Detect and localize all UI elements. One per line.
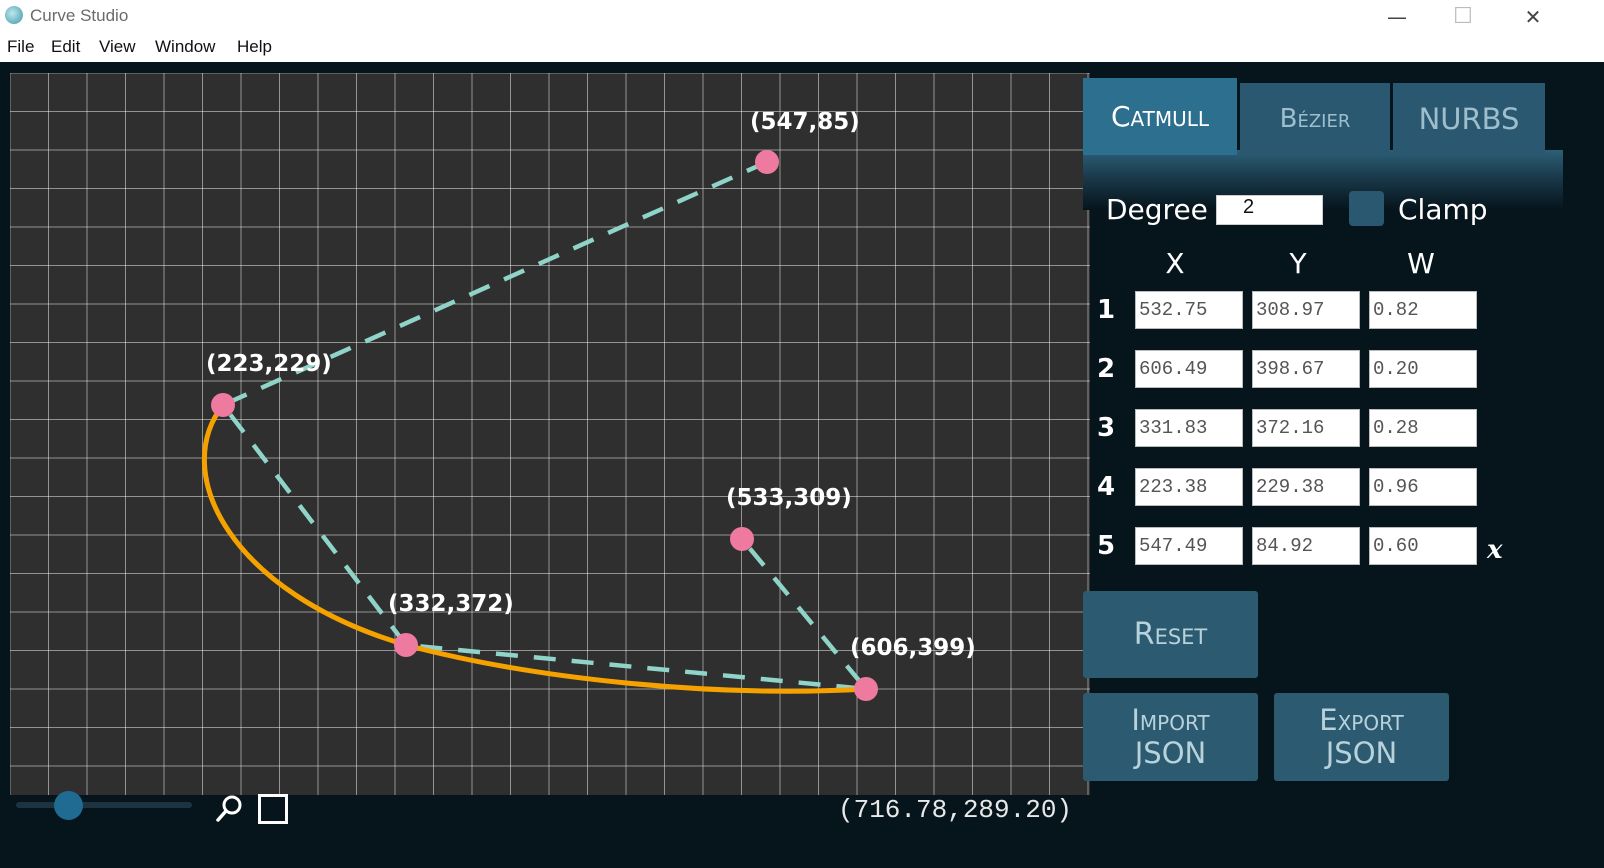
close-button[interactable]: ✕	[1524, 4, 1542, 29]
point-label: (547,85)	[750, 109, 860, 135]
menu-edit[interactable]: Edit	[51, 37, 81, 56]
tab-underlay	[1083, 150, 1563, 210]
row-number: 4	[1096, 472, 1116, 502]
row-number: 2	[1096, 354, 1116, 384]
x-input[interactable]: 606.49	[1135, 350, 1243, 388]
y-input[interactable]: 229.38	[1252, 468, 1360, 506]
point-label: (332,372)	[388, 591, 514, 617]
row-number: 1	[1096, 295, 1116, 325]
x-input[interactable]: 223.38	[1135, 468, 1243, 506]
drawing-canvas[interactable]: (547,85) (223,229) (533,309) (332,372) (…	[10, 73, 1090, 795]
y-input[interactable]: 308.97	[1252, 291, 1360, 329]
tab-catmull[interactable]: Catmull	[1083, 78, 1237, 155]
menu-view[interactable]: View	[99, 37, 136, 56]
degree-label: Degree	[1106, 193, 1208, 226]
cursor-coordinates: (716.78,289.20)	[838, 795, 1073, 825]
control-point[interactable]	[394, 633, 418, 657]
menu-file[interactable]: File	[7, 37, 35, 56]
spline-curve	[201, 403, 867, 694]
menu-window[interactable]: Window	[155, 37, 216, 56]
x-input[interactable]: 547.49	[1135, 527, 1243, 565]
title-bar: Curve Studio — ☐ ✕	[0, 0, 1604, 33]
y-input[interactable]: 398.67	[1252, 350, 1360, 388]
clamp-checkbox[interactable]	[1349, 191, 1384, 226]
window-title: Curve Studio	[30, 6, 129, 25]
column-header-w: W	[1407, 247, 1435, 280]
point-label: (223,229)	[206, 351, 332, 377]
delete-row-button[interactable]: x	[1487, 535, 1503, 565]
row-number: 5	[1096, 531, 1116, 561]
control-point[interactable]	[854, 677, 878, 701]
point-label: (606,399)	[850, 635, 976, 661]
app-logo-icon	[5, 6, 23, 24]
maximize-button[interactable]: ☐	[1453, 4, 1473, 29]
point-label: (533,309)	[726, 485, 852, 511]
w-input[interactable]: 0.28	[1369, 409, 1477, 447]
row-number: 3	[1096, 413, 1116, 443]
zoom-slider-track[interactable]	[16, 802, 192, 808]
tab-bezier[interactable]: Bézier	[1240, 83, 1390, 155]
menu-bar: File Edit View Window Help	[0, 33, 1604, 62]
w-input[interactable]: 0.60	[1369, 527, 1477, 565]
y-input[interactable]: 372.16	[1252, 409, 1360, 447]
curve-svg[interactable]: (547,85) (223,229) (533,309) (332,372) (…	[10, 73, 1090, 795]
w-input[interactable]: 0.20	[1369, 350, 1477, 388]
x-input[interactable]: 331.83	[1135, 409, 1243, 447]
magnifier-icon[interactable]	[215, 793, 245, 823]
tab-nurbs[interactable]: NURBS	[1393, 83, 1545, 155]
fit-view-icon[interactable]	[258, 794, 288, 824]
zoom-slider-thumb[interactable]	[54, 791, 84, 820]
w-input[interactable]: 0.82	[1369, 291, 1477, 329]
degree-input[interactable]: 2	[1216, 195, 1323, 225]
w-input[interactable]: 0.96	[1369, 468, 1477, 506]
control-polyline	[219, 159, 872, 692]
x-input[interactable]: 532.75	[1135, 291, 1243, 329]
menu-help[interactable]: Help	[237, 37, 272, 56]
control-point[interactable]	[730, 527, 754, 551]
column-header-x: X	[1165, 247, 1185, 280]
control-point[interactable]	[211, 393, 235, 417]
minimize-button[interactable]: —	[1387, 4, 1407, 29]
reset-button[interactable]: Reset	[1083, 591, 1258, 678]
import-json-button[interactable]: Import JSON	[1083, 693, 1258, 781]
export-json-button[interactable]: Export JSON	[1274, 693, 1449, 781]
clamp-label: Clamp	[1398, 193, 1488, 226]
control-point[interactable]	[755, 150, 779, 174]
column-header-y: Y	[1289, 247, 1307, 280]
y-input[interactable]: 84.92	[1252, 527, 1360, 565]
